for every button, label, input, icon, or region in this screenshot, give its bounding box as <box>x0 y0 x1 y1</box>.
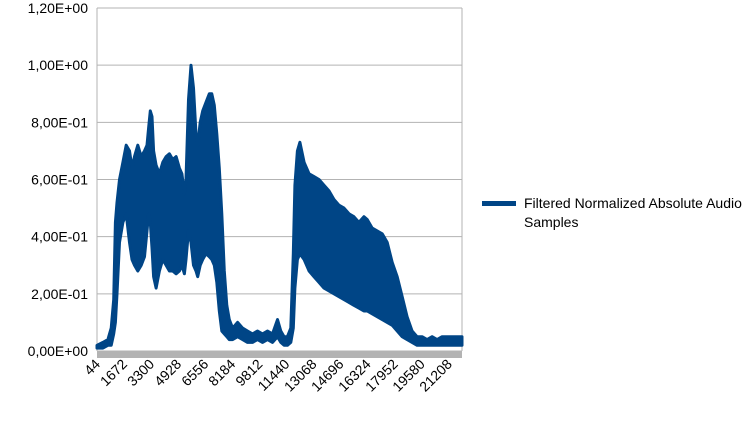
x-tick-label: 3300 <box>124 356 157 389</box>
legend: Filtered Normalized Absolute Audio Sampl… <box>482 194 754 232</box>
y-tick-label: 1,20E+00 <box>28 0 89 16</box>
x-axis-band <box>97 351 462 358</box>
legend-swatch <box>482 201 516 206</box>
x-tick-label: 4928 <box>151 356 184 389</box>
x-tick-label: 6556 <box>178 356 211 389</box>
series-area <box>95 63 464 350</box>
y-tick-label: 4,00E-01 <box>31 229 88 245</box>
y-tick-label: 1,00E+00 <box>28 57 89 73</box>
y-tick-label: 2,00E-01 <box>31 286 88 302</box>
axes <box>97 351 462 358</box>
y-tick-label: 8,00E-01 <box>31 114 88 130</box>
x-tick-label: 1672 <box>97 356 130 389</box>
legend-label: Filtered Normalized Absolute Audio Sampl… <box>524 195 742 230</box>
y-axis-tick-labels: 0,00E+00 2,00E-01 4,00E-01 6,00E-01 8,00E-01… <box>28 0 89 359</box>
x-tick-label: 8184 <box>205 356 238 389</box>
x-axis-tick-labels: 4416723300492865568184981211440130681469… <box>81 356 455 395</box>
y-tick-label: 0,00E+00 <box>28 343 89 359</box>
series-area-layer <box>95 63 464 350</box>
y-tick-label: 6,00E-01 <box>31 172 88 188</box>
